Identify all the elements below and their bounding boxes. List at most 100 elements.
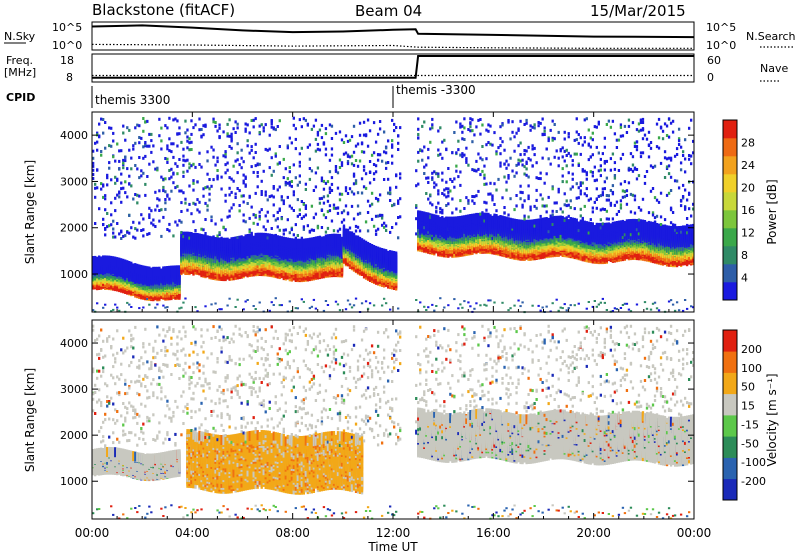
heatmap-cell bbox=[334, 206, 338, 210]
heatmap-cell bbox=[447, 194, 450, 198]
heatmap-cell bbox=[362, 133, 366, 137]
heatmap-cell bbox=[122, 161, 125, 165]
heatmap-cell bbox=[190, 119, 193, 123]
heatmap-cell bbox=[154, 167, 157, 171]
heatmap-cell bbox=[386, 139, 390, 143]
heatmap-cell bbox=[425, 212, 428, 223]
heatmap-cell bbox=[214, 124, 217, 128]
heatmap-cell bbox=[118, 159, 121, 163]
heatmap-cell bbox=[314, 137, 318, 141]
heatmap-cell bbox=[346, 154, 350, 158]
heatmap-cell bbox=[112, 231, 115, 235]
heatmap-cell bbox=[166, 161, 169, 164]
heatmap-cell bbox=[242, 308, 245, 311]
heatmap-cell bbox=[439, 216, 442, 227]
heatmap-cell bbox=[140, 213, 143, 217]
heatmap-cell bbox=[196, 180, 199, 184]
heatmap-cell bbox=[94, 186, 97, 190]
heatmap-cell bbox=[92, 309, 95, 312]
heatmap-cell bbox=[228, 134, 231, 138]
heatmap-cell bbox=[431, 203, 434, 207]
heatmap-cell bbox=[112, 227, 115, 231]
heatmap-cell bbox=[210, 215, 213, 219]
heatmap-cell bbox=[320, 236, 324, 247]
heatmap-cell bbox=[310, 305, 314, 308]
heatmap-cell bbox=[421, 221, 424, 225]
heatmap-cell bbox=[246, 139, 249, 143]
heatmap-cell bbox=[322, 195, 326, 199]
heatmap-cell bbox=[122, 234, 125, 238]
heatmap-cell bbox=[192, 188, 195, 192]
heatmap-cell bbox=[342, 218, 346, 222]
heatmap-cell bbox=[256, 222, 259, 226]
heatmap-cell bbox=[326, 210, 330, 214]
heatmap-cell bbox=[264, 190, 267, 194]
heatmap-cell bbox=[443, 193, 446, 197]
heatmap-cell bbox=[322, 213, 326, 217]
heatmap-cell bbox=[92, 156, 95, 160]
heatmap-cell bbox=[212, 120, 215, 124]
heatmap-cell bbox=[294, 238, 297, 249]
heatmap-cell bbox=[284, 180, 287, 184]
heatmap-cell bbox=[210, 236, 213, 247]
heatmap-cell bbox=[246, 123, 249, 127]
heatmap-cell bbox=[220, 308, 223, 311]
heatmap-cell bbox=[270, 301, 273, 304]
heatmap-cell bbox=[298, 174, 301, 178]
heatmap-cell bbox=[214, 121, 217, 124]
heatmap-cell bbox=[210, 303, 213, 306]
heatmap-cell bbox=[300, 200, 303, 203]
heatmap-cell bbox=[302, 215, 306, 219]
heatmap-cell bbox=[252, 235, 255, 246]
heatmap-cell bbox=[228, 145, 231, 148]
heatmap-cell bbox=[270, 125, 273, 129]
date-label: 15/Mar/2015 bbox=[590, 2, 686, 20]
heatmap-cell bbox=[395, 173, 398, 177]
heatmap-cell bbox=[260, 208, 263, 212]
heatmap-cell bbox=[364, 300, 368, 303]
heatmap-cell bbox=[242, 200, 245, 204]
heatmap-cell bbox=[214, 222, 217, 226]
heatmap-cell bbox=[326, 199, 330, 203]
heatmap-cell bbox=[415, 205, 418, 209]
heatmap-cell bbox=[252, 118, 255, 122]
heatmap-cell bbox=[324, 300, 328, 302]
heatmap-cell bbox=[202, 234, 205, 245]
heatmap-cell bbox=[378, 214, 382, 218]
heatmap-cell bbox=[386, 161, 390, 164]
heatmap-cell bbox=[280, 236, 283, 247]
heatmap-cell bbox=[208, 198, 211, 202]
heatmap-cell bbox=[312, 255, 316, 266]
heatmap-cell bbox=[242, 179, 245, 183]
heatmap-cell bbox=[362, 120, 366, 124]
heatmap-cell bbox=[94, 255, 97, 266]
heatmap-cell bbox=[417, 150, 420, 154]
heatmap-cell bbox=[272, 186, 275, 190]
heatmap-cell bbox=[421, 124, 424, 128]
heatmap-cell bbox=[250, 145, 253, 149]
heatmap-cell bbox=[128, 214, 131, 217]
heatmap-cell bbox=[328, 209, 332, 213]
heatmap-cell bbox=[447, 202, 450, 206]
heatmap-cell bbox=[122, 131, 125, 135]
heatmap-cell bbox=[138, 136, 141, 139]
heatmap-cell bbox=[200, 134, 203, 138]
heatmap-cell bbox=[447, 216, 450, 227]
heatmap-cell bbox=[300, 298, 303, 301]
heatmap-cell bbox=[445, 148, 448, 152]
heatmap-cell bbox=[314, 212, 318, 216]
heatmap-cell bbox=[110, 144, 113, 148]
heatmap-cell bbox=[182, 174, 185, 178]
heatmap-cell bbox=[142, 217, 145, 221]
heatmap-cell bbox=[96, 256, 99, 267]
heatmap-cell bbox=[421, 211, 424, 222]
heatmap-cell bbox=[148, 216, 151, 219]
heatmap-cell bbox=[264, 214, 267, 218]
heatmap-cell bbox=[150, 139, 153, 143]
heatmap-cell bbox=[423, 211, 426, 222]
heatmap-cell bbox=[156, 204, 159, 208]
heatmap-cell bbox=[308, 167, 312, 170]
heatmap-cell bbox=[150, 267, 153, 278]
heatmap-cell bbox=[128, 174, 131, 178]
heatmap-cell bbox=[184, 197, 187, 201]
